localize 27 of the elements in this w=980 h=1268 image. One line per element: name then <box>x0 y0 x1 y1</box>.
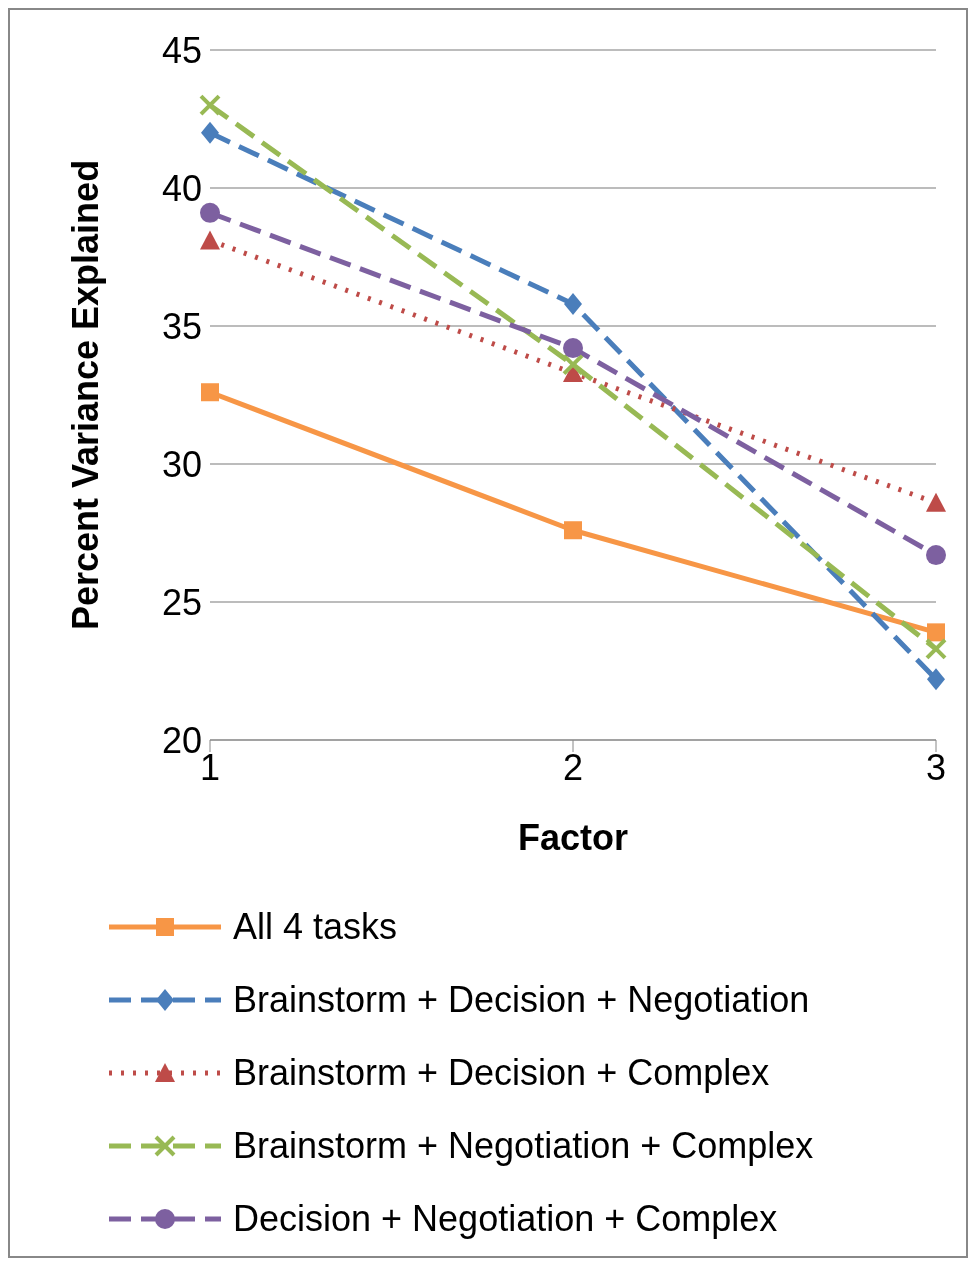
legend-label: Decision + Negotiation + Complex <box>233 1197 778 1240</box>
point <box>200 230 220 250</box>
point <box>563 338 583 359</box>
point <box>201 383 219 402</box>
y-tick-label: 45 <box>161 29 202 71</box>
x-axis-title: Factor <box>517 817 629 858</box>
y-tick-label: 35 <box>161 305 202 347</box>
x-tick-label: 3 <box>925 746 947 788</box>
y-tick-label: 30 <box>161 443 202 485</box>
point <box>926 545 946 566</box>
legend-label: Brainstorm + Decision + Negotiation <box>233 978 810 1021</box>
point <box>926 492 946 512</box>
y-tick-label: 20 <box>161 719 202 761</box>
point <box>927 668 945 691</box>
point <box>927 623 945 642</box>
point <box>564 292 582 315</box>
point <box>201 121 219 144</box>
y-tick-label: 25 <box>161 581 202 623</box>
x-tick-label: 1 <box>199 746 221 788</box>
point <box>564 521 582 540</box>
x-tick-label: 2 <box>562 746 584 788</box>
point <box>200 202 220 223</box>
legend-label: Brainstorm + Negotiation + Complex <box>233 1124 814 1167</box>
y-axis-title: Percent Variance Explained <box>64 159 106 631</box>
legend-label: All 4 tasks <box>233 905 398 948</box>
y-tick-label: 40 <box>161 167 202 209</box>
legend-label: Brainstorm + Decision + Complex <box>233 1051 770 1094</box>
